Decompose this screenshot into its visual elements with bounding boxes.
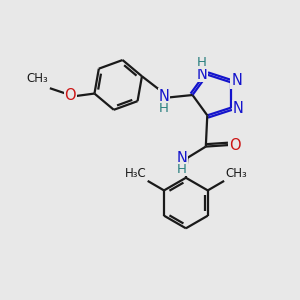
Text: N: N	[196, 67, 207, 82]
Text: N: N	[177, 151, 188, 166]
Text: H: H	[197, 56, 207, 69]
Text: N: N	[232, 101, 243, 116]
Text: N: N	[158, 89, 169, 104]
Text: CH₃: CH₃	[225, 167, 247, 180]
Text: O: O	[64, 88, 76, 103]
Text: H₃C: H₃C	[125, 167, 147, 180]
Text: N: N	[231, 74, 242, 88]
Text: H: H	[159, 102, 169, 115]
Text: H: H	[177, 163, 187, 176]
Text: O: O	[229, 138, 240, 153]
Text: CH₃: CH₃	[27, 72, 48, 85]
